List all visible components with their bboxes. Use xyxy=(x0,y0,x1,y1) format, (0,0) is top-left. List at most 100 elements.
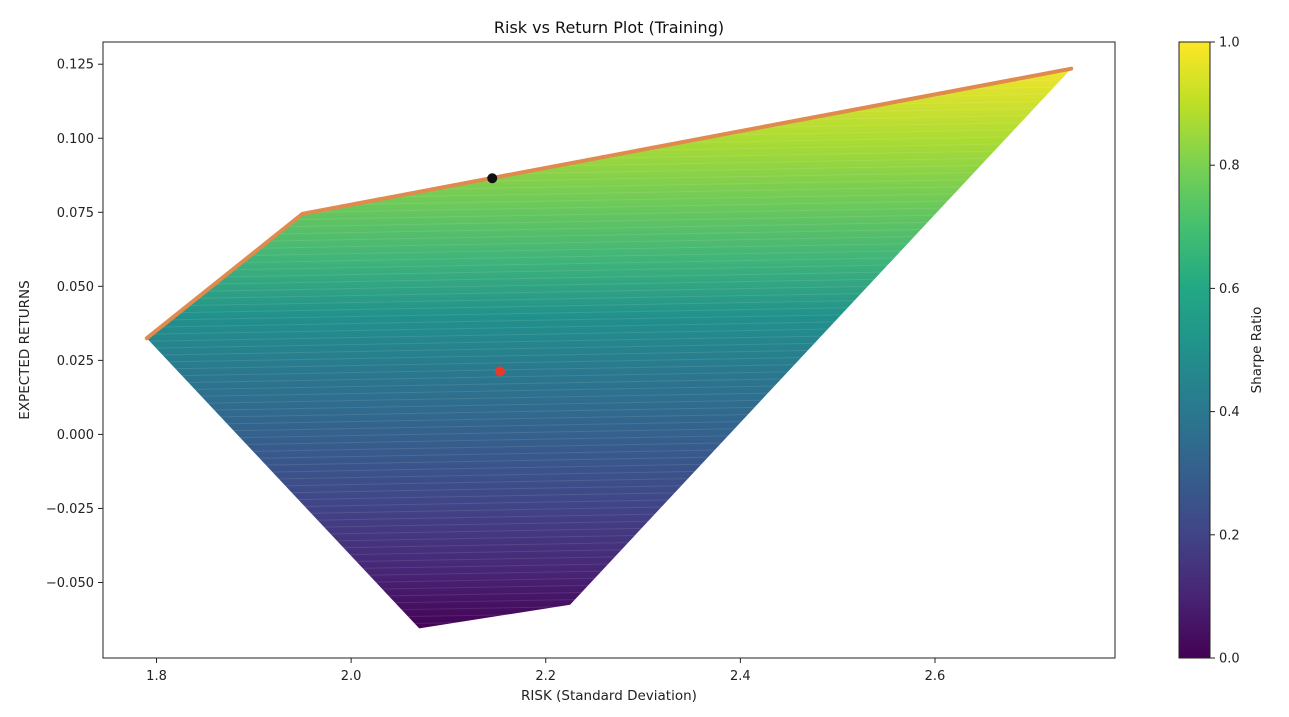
scatter-band xyxy=(103,512,1115,532)
scatter-band xyxy=(103,330,1115,350)
efficient-frontier-line xyxy=(144,66,1074,341)
scatter-band xyxy=(103,225,1115,245)
scatter-band xyxy=(103,463,1115,483)
scatter-band xyxy=(103,204,1115,224)
scatter-band xyxy=(103,260,1115,280)
x-tick-label: 1.8 xyxy=(146,669,167,684)
scatter-band xyxy=(103,176,1115,196)
y-tick-label: −0.050 xyxy=(46,576,94,591)
scatter-band xyxy=(103,400,1115,420)
x-tick-label: 2.0 xyxy=(341,669,362,684)
scatter-band xyxy=(103,610,1115,630)
chart-title: Risk vs Return Plot (Training) xyxy=(494,18,724,37)
scatter-band xyxy=(103,253,1115,273)
scatter-band xyxy=(103,169,1115,189)
scatter-band xyxy=(103,344,1115,364)
colorbar-tick-label: 0.4 xyxy=(1219,405,1240,420)
scatter-band xyxy=(103,92,1115,112)
highlight-marker xyxy=(487,173,498,184)
scatter-band xyxy=(103,435,1115,455)
scatter-band xyxy=(103,43,1115,63)
scatter-band xyxy=(103,484,1115,504)
scatter-band xyxy=(103,414,1115,434)
scatter-band xyxy=(103,379,1115,399)
scatter-band xyxy=(103,239,1115,259)
scatter-band xyxy=(103,57,1115,77)
scatter-band xyxy=(103,78,1115,98)
y-tick-label: 0.025 xyxy=(57,354,94,369)
x-tick-label: 2.6 xyxy=(925,669,946,684)
scatter-band xyxy=(103,498,1115,518)
scatter-band xyxy=(103,575,1115,595)
scatter-band xyxy=(103,337,1115,357)
scatter-band xyxy=(103,148,1115,168)
scatter-band xyxy=(103,113,1115,133)
x-axis: 1.8 2.0 2.2 2.4 2.6 xyxy=(146,658,945,684)
scatter-band xyxy=(103,547,1115,567)
scatter-band xyxy=(103,120,1115,140)
scatter-band xyxy=(103,106,1115,126)
scatter-band xyxy=(103,274,1115,294)
y-axis: −0.050 −0.025 0.000 0.025 0.050 0.075 0.100 0.1… xyxy=(46,58,103,591)
scatter-band xyxy=(103,246,1115,266)
scatter-band xyxy=(103,407,1115,427)
scatter-band xyxy=(103,197,1115,217)
colorbar-label: Sharpe Ratio xyxy=(1249,307,1265,394)
y-axis-label: EXPECTED RETURNS xyxy=(17,280,33,419)
scatter-band xyxy=(103,631,1115,651)
scatter-band xyxy=(103,519,1115,539)
scatter-band xyxy=(103,218,1115,238)
y-tick-label: 0.075 xyxy=(57,206,94,221)
scatter-band xyxy=(103,281,1115,301)
x-axis-label: RISK (Standard Deviation) xyxy=(521,688,697,704)
x-tick-label: 2.2 xyxy=(535,669,556,684)
scatter-band xyxy=(103,372,1115,392)
scatter-band xyxy=(103,617,1115,637)
portfolio-cloud xyxy=(103,43,1115,658)
scatter-band xyxy=(103,183,1115,203)
colorbar-tick-label: 1.0 xyxy=(1219,36,1240,51)
scatter-band xyxy=(103,85,1115,105)
scatter-band xyxy=(103,638,1115,658)
scatter-band xyxy=(103,596,1115,616)
marker-layer xyxy=(487,173,506,377)
scatter-band xyxy=(103,442,1115,462)
scatter-band xyxy=(103,155,1115,175)
scatter-band xyxy=(103,99,1115,119)
scatter-band xyxy=(103,64,1115,84)
scatter-band xyxy=(103,309,1115,329)
scatter-band xyxy=(103,134,1115,154)
scatter-band xyxy=(103,540,1115,560)
scatter-band xyxy=(103,211,1115,231)
scatter-band xyxy=(103,351,1115,371)
colorbar-tick-label: 0.0 xyxy=(1219,652,1240,667)
y-tick-label: 0.125 xyxy=(57,58,94,73)
scatter-band xyxy=(103,295,1115,315)
y-tick-label: −0.025 xyxy=(46,502,94,517)
efficient-frontier-layer xyxy=(144,66,1074,341)
scatter-band xyxy=(103,554,1115,574)
scatter-band xyxy=(103,190,1115,210)
scatter-band xyxy=(103,603,1115,623)
scatter-band xyxy=(103,624,1115,644)
colorbar-tick-label: 0.2 xyxy=(1219,528,1240,543)
colorbar-tick-label: 0.8 xyxy=(1219,159,1240,174)
scatter-band xyxy=(103,582,1115,602)
scatter-band xyxy=(103,491,1115,511)
scatter-band xyxy=(103,358,1115,378)
scatter-band xyxy=(103,316,1115,336)
plot-area xyxy=(103,43,1115,658)
scatter-band xyxy=(103,323,1115,343)
scatter-band xyxy=(103,449,1115,469)
y-tick-label: 0.000 xyxy=(57,428,94,443)
scatter-band xyxy=(103,589,1115,609)
colorbar-gradient xyxy=(1178,41,1211,659)
colorbar-ticks: 0.0 0.2 0.4 0.6 0.8 1.0 xyxy=(1210,36,1240,667)
scatter-band xyxy=(103,141,1115,161)
scatter-band xyxy=(103,561,1115,581)
colorbar-tick-label: 0.6 xyxy=(1219,282,1240,297)
scatter-band xyxy=(103,288,1115,308)
scatter-band xyxy=(103,477,1115,497)
scatter-band xyxy=(103,526,1115,546)
